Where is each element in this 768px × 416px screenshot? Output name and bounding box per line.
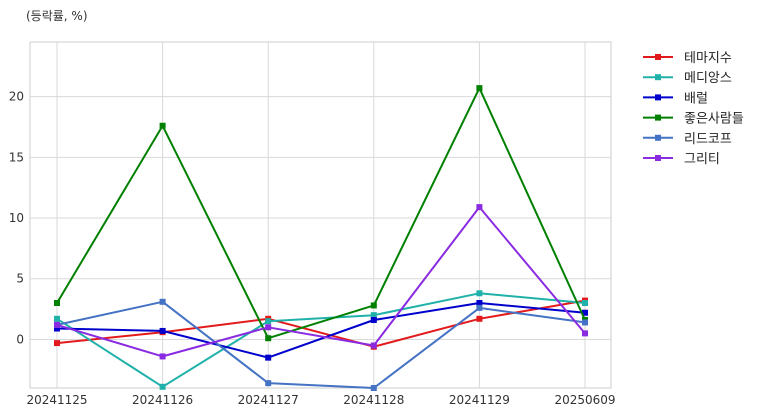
x-tick-label: 20241126 — [132, 393, 193, 407]
data-point — [159, 327, 166, 334]
data-point — [54, 315, 60, 322]
data-point — [370, 302, 377, 309]
data-point — [476, 290, 483, 297]
legend-marker-3 — [655, 114, 661, 121]
legend-label: 좋은사람들 — [684, 112, 744, 127]
data-point — [370, 317, 377, 324]
legend-label: 배럴 — [684, 91, 708, 106]
y-tick-label: 20 — [9, 90, 24, 104]
legend-marker-5 — [655, 155, 661, 161]
series-line-4 — [56, 300, 586, 389]
legend-label: 그리티 — [684, 152, 720, 167]
data-point — [54, 325, 60, 332]
data-point — [476, 204, 483, 211]
legend-marker-4 — [655, 134, 661, 141]
data-point — [476, 85, 483, 92]
data-point — [582, 330, 588, 337]
legend-label: 메디앙스 — [684, 71, 732, 86]
data-point — [370, 342, 377, 349]
legend-marker-1 — [655, 74, 661, 81]
data-point — [159, 383, 166, 390]
series-line-0 — [56, 299, 586, 348]
y-tick-label: 15 — [9, 150, 24, 164]
data-point — [582, 319, 588, 326]
data-point — [54, 300, 60, 307]
data-point — [582, 309, 588, 316]
data-point — [54, 340, 60, 347]
data-point — [159, 298, 166, 305]
x-tick-label: 20250609 — [554, 393, 615, 407]
legend-label: 테마지수 — [684, 51, 732, 66]
plot-area — [29, 41, 612, 389]
data-point — [265, 354, 272, 361]
x-tick-label: 20241127 — [238, 393, 299, 407]
y-tick-label: 5 — [16, 272, 24, 286]
data-point — [265, 380, 272, 387]
series-line-3 — [56, 87, 586, 340]
data-point — [582, 300, 588, 307]
data-point — [476, 315, 483, 322]
x-tick-label: 20241125 — [26, 393, 87, 407]
series-group — [54, 85, 588, 391]
data-point — [159, 353, 166, 360]
data-point — [370, 312, 377, 319]
data-point — [370, 385, 377, 391]
legend-marker-0 — [655, 54, 661, 60]
y-axis-label: (등락률, %) — [26, 9, 88, 23]
data-point — [476, 300, 483, 307]
series-line-5 — [56, 206, 586, 358]
legend-label: 리드코프 — [684, 132, 732, 147]
data-point — [265, 335, 272, 342]
data-point — [265, 324, 272, 331]
x-tick-label: 20241128 — [343, 393, 404, 407]
data-point — [54, 321, 60, 328]
data-point — [265, 318, 272, 325]
x-axis: 20241125 20241126 20241127 20241128 20241129… — [26, 393, 615, 407]
legend-marker-2 — [655, 94, 661, 101]
series-line-2 — [56, 302, 586, 359]
y-axis: 0 5 10 15 20 — [9, 90, 24, 347]
series-line-1 — [56, 292, 586, 388]
y-tick-label: 0 — [16, 332, 24, 346]
y-tick-label: 10 — [9, 211, 24, 225]
data-point — [159, 122, 166, 129]
data-point — [476, 304, 483, 311]
x-tick-label: 20241129 — [449, 393, 510, 407]
